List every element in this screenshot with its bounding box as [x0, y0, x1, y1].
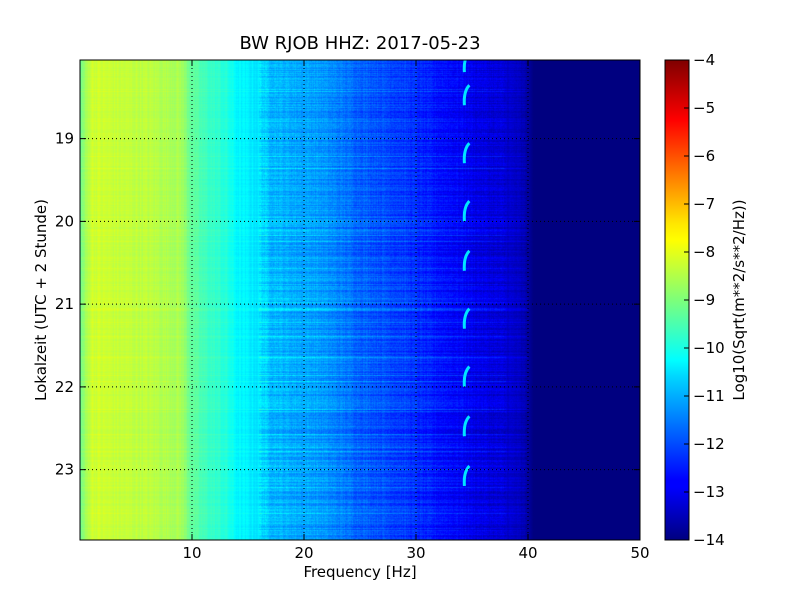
y-axis-ticks: 19 20 21 22 23 [55, 130, 640, 479]
colorbar-tick-label: −8 [693, 243, 715, 261]
grid-lines [80, 60, 640, 540]
colorbar-label: Log10(Sqrt(m**2/s**2/Hz)) [730, 199, 748, 400]
y-tick-label: 20 [55, 212, 74, 230]
chart-title: BW RJOB HHZ: 2017-05-23 [239, 33, 480, 54]
colorbar-tick-label: −14 [693, 531, 725, 549]
x-axis-label: Frequency [Hz] [303, 563, 416, 581]
x-tick-label: 10 [182, 544, 201, 562]
colorbar-tick-label: −7 [693, 195, 715, 213]
colorbar-tick-label: −11 [693, 387, 725, 405]
colorbar-tick-label: −10 [693, 339, 725, 357]
colorbar-tick-label: −9 [693, 291, 715, 309]
spectrogram-heatmap [80, 60, 640, 540]
peak-track-mark [462, 249, 471, 271]
y-tick-label: 22 [55, 378, 74, 396]
colorbar-tick-label: −12 [693, 435, 725, 453]
x-tick-label: 20 [294, 544, 313, 562]
peak-track-mark [462, 142, 471, 164]
peak-track-mark [462, 365, 471, 387]
x-tick-label: 40 [518, 544, 537, 562]
colorbar-tick-label: −6 [693, 147, 715, 165]
peak-track-mark [462, 307, 471, 329]
spectrogram-image [80, 60, 640, 540]
x-tick-label: 50 [630, 544, 649, 562]
peak-track-mark [462, 200, 471, 222]
plot-frame [79, 59, 641, 541]
y-tick-label: 23 [55, 461, 74, 479]
colorbar-tick-label: −4 [693, 51, 715, 69]
peak-track-mark [462, 415, 471, 437]
y-tick-label: 21 [55, 295, 74, 313]
colorbar-tick-label: −13 [693, 483, 725, 501]
y-tick-label: 19 [55, 130, 74, 148]
peak-track-marks [462, 60, 471, 487]
peak-track-mark [462, 464, 471, 487]
y-axis-label: Lokalzeit (UTC + 2 Stunde) [32, 199, 50, 401]
colorbar-ticks: −4 −5 −6 −7 −8 −9 −10 −11 −12 −13 −14 [684, 51, 725, 549]
colorbar-tick-label: −5 [693, 99, 715, 117]
peak-track-mark [462, 84, 471, 106]
x-tick-label: 30 [406, 544, 425, 562]
colorbar: −4 −5 −6 −7 −8 −9 −10 −11 −12 −13 −14 Log10(Sqrt(m… [664, 51, 748, 549]
x-axis-ticks: 10 20 30 40 50 [182, 60, 650, 562]
